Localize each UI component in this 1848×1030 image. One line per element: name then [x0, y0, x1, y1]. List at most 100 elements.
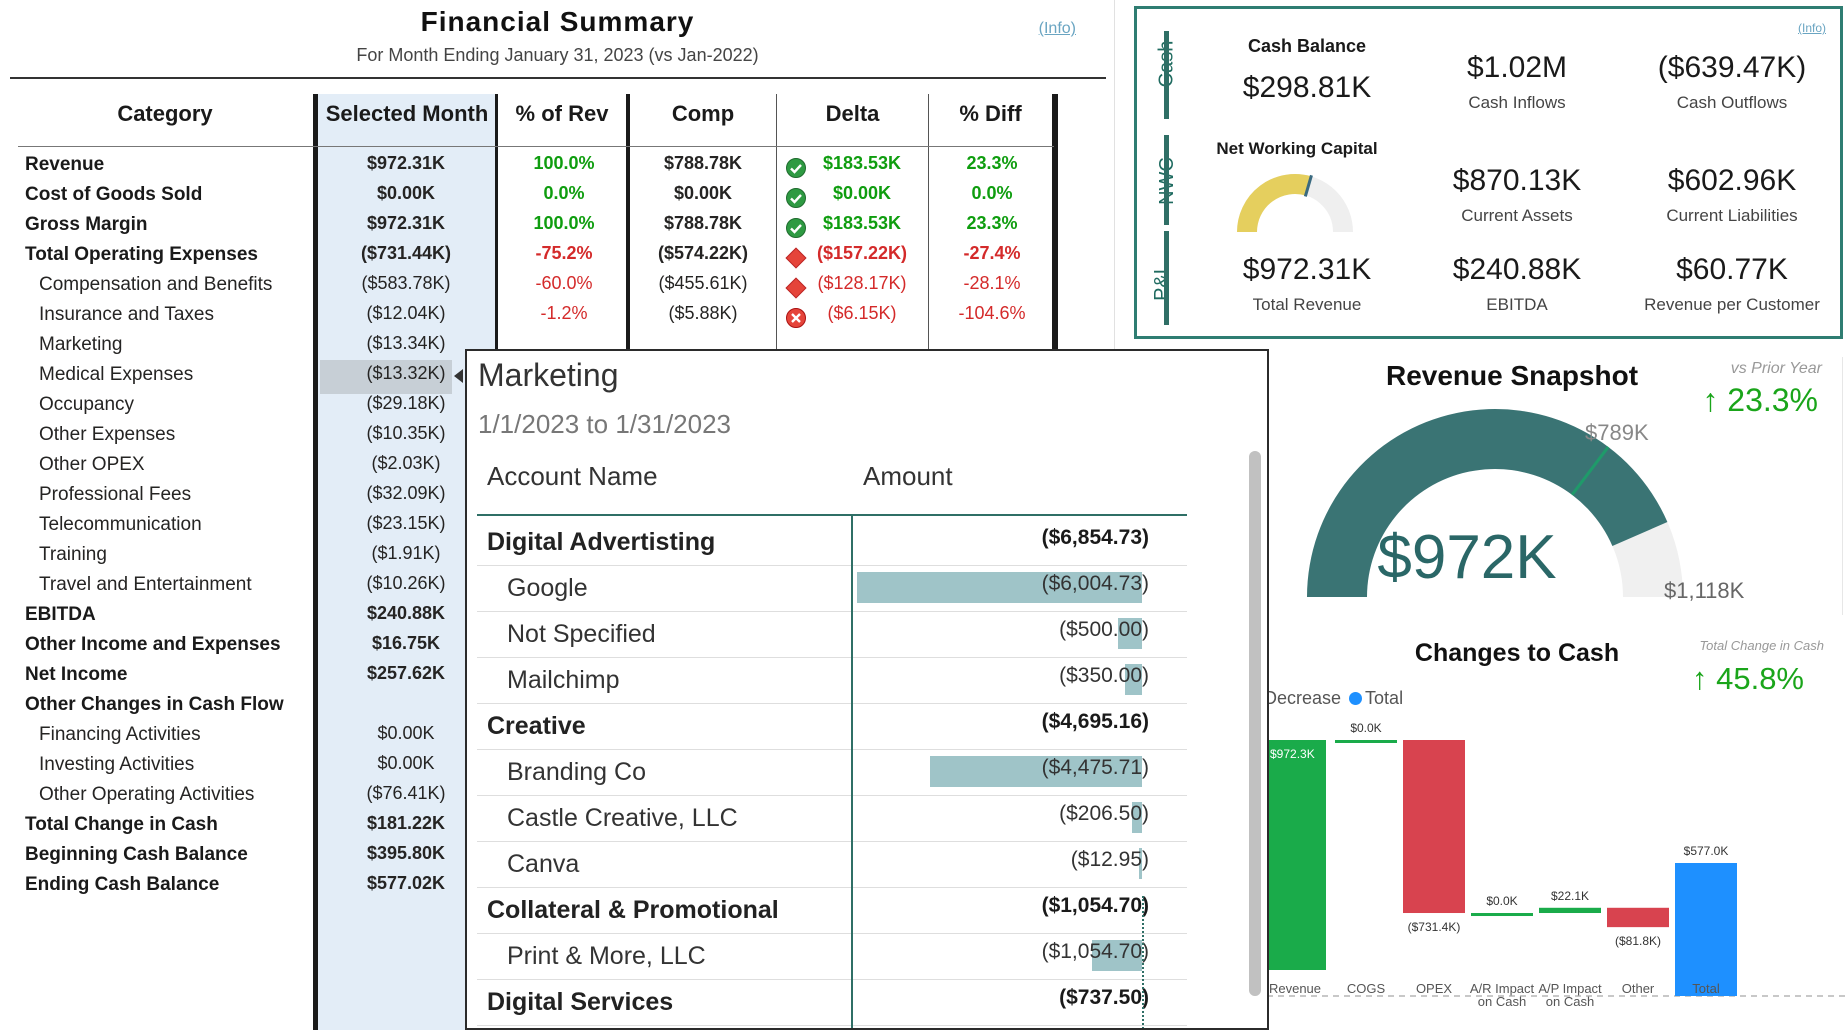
row-label[interactable]: Gross Margin — [25, 214, 148, 235]
waterfall-bar[interactable] — [1403, 740, 1465, 914]
row-label[interactable]: Other Operating Activities — [39, 784, 255, 805]
delta-value[interactable]: ($6.15K) — [827, 303, 897, 323]
row-label[interactable]: Beginning Cash Balance — [25, 844, 248, 865]
selected-month-value[interactable]: $16.75K — [371, 633, 441, 653]
pct-of-rev-value[interactable]: -75.2% — [535, 243, 593, 263]
pct-diff-value[interactable]: 23.3% — [966, 153, 1018, 173]
tooltip-group-row[interactable]: Digital Services ($737.50) — [477, 980, 1187, 1026]
row-label[interactable]: Occupancy — [39, 394, 135, 415]
header-category[interactable]: Category — [117, 101, 213, 126]
comp-value[interactable]: ($5.88K) — [668, 303, 738, 323]
waterfall-bar[interactable] — [1267, 740, 1326, 970]
comp-value[interactable]: ($455.61K) — [658, 273, 748, 293]
row-label[interactable]: Other Expenses — [39, 424, 176, 445]
pct-of-rev-value[interactable]: 100.0% — [533, 213, 595, 233]
tooltip-account-row[interactable]: Branding Co ($4,475.71) — [477, 750, 1187, 796]
delta-value[interactable]: $183.53K — [822, 213, 902, 233]
pct-diff-value[interactable]: -28.1% — [963, 273, 1021, 293]
row-label[interactable]: Cost of Goods Sold — [25, 184, 203, 205]
waterfall-bar[interactable] — [1335, 740, 1397, 743]
tooltip-scrollbar-thumb[interactable] — [1249, 451, 1261, 996]
pct-of-rev-value[interactable]: 0.0% — [543, 183, 585, 203]
row-label[interactable]: Telecommunication — [39, 514, 202, 535]
row-label[interactable]: Investing Activities — [39, 754, 195, 775]
selected-month-value[interactable]: $0.00K — [377, 723, 435, 743]
waterfall-bar[interactable] — [1539, 907, 1601, 914]
row-label[interactable]: EBITDA — [25, 604, 96, 625]
row-label[interactable]: Revenue — [25, 154, 105, 175]
selected-month-value[interactable]: $0.00K — [377, 753, 435, 773]
tooltip-scrollbar[interactable] — [1249, 451, 1261, 996]
tooltip-account-row[interactable]: Print & More, LLC ($1,054.70) — [477, 934, 1187, 980]
selected-month-value[interactable]: $240.88K — [366, 603, 446, 623]
selected-month-value[interactable]: ($10.35K) — [366, 423, 446, 443]
row-label[interactable]: Net Income — [25, 664, 128, 685]
tooltip-account-row[interactable]: Google ($6,004.73) — [477, 566, 1187, 612]
tooltip-group-row[interactable]: Collateral & Promotional ($1,054.70) — [477, 888, 1187, 934]
comp-value[interactable]: $788.78K — [663, 153, 743, 173]
comp-value[interactable]: $0.00K — [673, 183, 733, 203]
pct-diff-value[interactable]: -104.6% — [958, 303, 1026, 323]
selected-month-value[interactable]: ($583.78K) — [361, 273, 451, 293]
selected-month-value[interactable]: $0.00K — [376, 183, 436, 203]
tooltip-account-row[interactable]: Mailchimp ($350.00) — [477, 658, 1187, 704]
selected-month-value[interactable]: ($10.26K) — [366, 573, 446, 593]
selected-month-value[interactable]: $395.80K — [366, 843, 446, 863]
header-selected-month[interactable]: Selected Month — [325, 101, 489, 126]
tooltip-col-account[interactable]: Account Name — [487, 461, 658, 491]
pct-diff-value[interactable]: 0.0% — [971, 183, 1013, 203]
pct-of-rev-value[interactable]: -1.2% — [540, 303, 588, 323]
summary-info-link[interactable]: (Info) — [1038, 20, 1076, 37]
selected-month-value[interactable]: ($13.32K) — [366, 363, 446, 383]
delta-value[interactable]: $0.00K — [832, 183, 892, 203]
header-delta[interactable]: Delta — [825, 101, 880, 126]
waterfall-bar[interactable] — [1675, 863, 1737, 996]
selected-month-value[interactable]: ($2.03K) — [371, 453, 441, 473]
delta-value[interactable]: ($128.17K) — [817, 273, 907, 293]
row-label[interactable]: Professional Fees — [39, 484, 192, 505]
pct-diff-value[interactable]: -27.4% — [963, 243, 1021, 263]
tooltip-account-row[interactable]: Castle Creative, LLC ($206.50) — [477, 796, 1187, 842]
row-label[interactable]: Marketing — [39, 334, 123, 355]
selected-month-value[interactable]: $257.62K — [366, 663, 446, 683]
legend-decrease[interactable]: Decrease — [1264, 688, 1342, 708]
selected-month-value[interactable]: ($12.04K) — [366, 303, 446, 323]
selected-month-value[interactable]: ($32.09K) — [366, 483, 446, 503]
pct-diff-value[interactable]: 23.3% — [966, 213, 1018, 233]
comp-value[interactable]: ($574.22K) — [657, 243, 749, 263]
row-label[interactable]: Training — [39, 544, 107, 565]
selected-month-value[interactable]: ($13.34K) — [366, 333, 446, 353]
chart-legend[interactable]: Decrease Total — [1264, 688, 1404, 709]
pct-of-rev-value[interactable]: 100.0% — [533, 153, 595, 173]
selected-month-value[interactable]: ($76.41K) — [366, 783, 446, 803]
waterfall-bar[interactable] — [1471, 913, 1533, 917]
row-label[interactable]: Travel and Entertainment — [39, 574, 252, 595]
delta-value[interactable]: $183.53K — [822, 153, 902, 173]
selected-month-value[interactable]: $181.22K — [366, 813, 446, 833]
selected-month-value[interactable]: ($23.15K) — [366, 513, 446, 533]
row-label[interactable]: Medical Expenses — [39, 364, 194, 385]
selected-month-value[interactable]: $972.31K — [366, 153, 446, 173]
row-label[interactable]: Other OPEX — [39, 454, 145, 475]
pct-of-rev-value[interactable]: -60.0% — [535, 273, 593, 293]
row-label[interactable]: Other Income and Expenses — [25, 634, 281, 655]
comp-value[interactable]: $788.78K — [663, 213, 743, 233]
selected-month-value[interactable]: ($29.18K) — [366, 393, 446, 413]
row-label[interactable]: Ending Cash Balance — [25, 874, 220, 895]
row-label[interactable]: Total Change in Cash — [25, 814, 218, 835]
row-label[interactable]: Other Changes in Cash Flow — [25, 694, 284, 715]
row-label[interactable]: Compensation and Benefits — [39, 274, 273, 295]
header-comp[interactable]: Comp — [671, 101, 735, 126]
header-pct-rev[interactable]: % of Rev — [515, 101, 609, 126]
tooltip-account-row[interactable]: Canva ($12.95) — [477, 842, 1187, 888]
header-pct-diff[interactable]: % Diff — [959, 101, 1022, 126]
tooltip-group-row[interactable]: Creative ($4,695.16) — [477, 704, 1187, 750]
selected-month-value[interactable]: ($1.91K) — [371, 543, 441, 563]
delta-value[interactable]: ($157.22K) — [816, 243, 908, 263]
tooltip-account-row[interactable]: Not Specified ($500.00) — [477, 612, 1187, 658]
row-label[interactable]: Financing Activities — [39, 724, 201, 745]
tooltip-col-amount[interactable]: Amount — [863, 461, 953, 491]
legend-total[interactable]: Total — [1365, 688, 1404, 708]
row-label[interactable]: Total Operating Expenses — [25, 244, 258, 265]
waterfall-bar[interactable] — [1607, 907, 1669, 928]
